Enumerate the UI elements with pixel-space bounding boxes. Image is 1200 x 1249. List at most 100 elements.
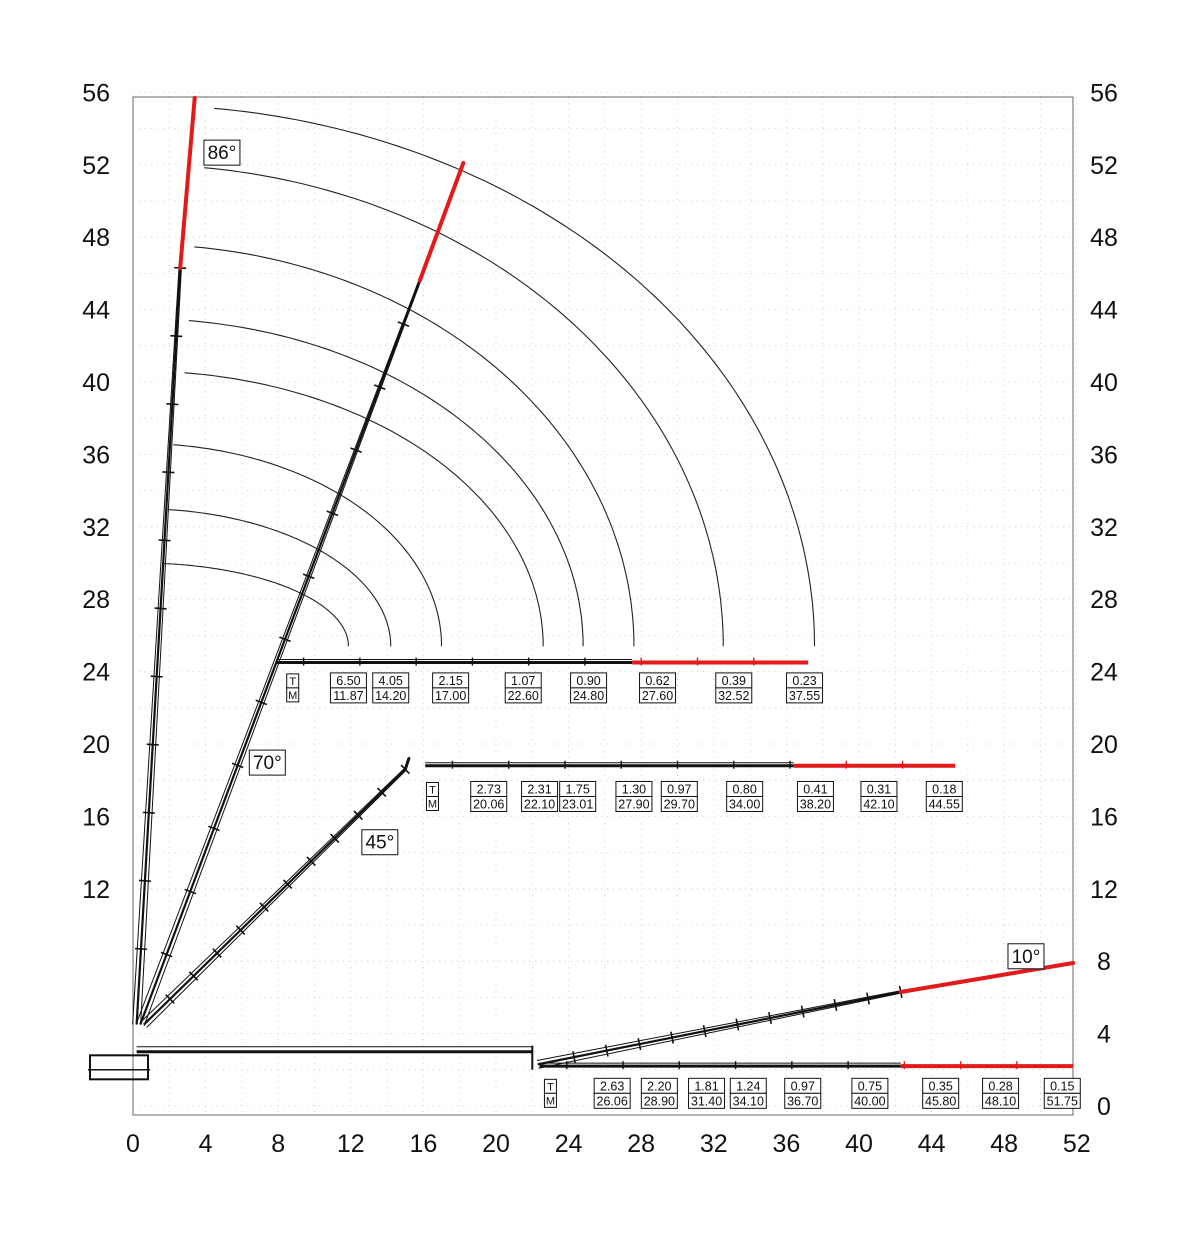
y-tick-label-left: 24 bbox=[82, 659, 110, 687]
crane-base bbox=[89, 1054, 149, 1081]
y-tick-label-left: 28 bbox=[82, 586, 110, 614]
y-tick-label-right: 36 bbox=[1090, 441, 1118, 469]
radius-value-box bbox=[639, 687, 677, 704]
angle-label: 86° bbox=[208, 143, 237, 164]
angle-label-box bbox=[1007, 943, 1045, 970]
load-value: 2.15 bbox=[438, 674, 462, 688]
radius-value: 27.60 bbox=[642, 689, 673, 703]
radius-value: 23.01 bbox=[562, 797, 593, 811]
load-value: 0.41 bbox=[803, 782, 827, 796]
reach-arc bbox=[214, 107, 816, 647]
y-tick-label-left: 32 bbox=[82, 514, 110, 542]
y-tick-label-right: 28 bbox=[1090, 586, 1118, 614]
boom-section-joint bbox=[326, 510, 339, 517]
boom-section-joint bbox=[170, 334, 183, 338]
boom-section-joint bbox=[150, 675, 163, 678]
radius-value-box bbox=[470, 795, 508, 812]
load-value: 0.62 bbox=[645, 674, 669, 688]
boom-section-joint bbox=[158, 539, 171, 542]
boom-section-joint bbox=[306, 856, 316, 867]
jib-extension bbox=[898, 961, 1076, 994]
boom-section-joint bbox=[833, 998, 838, 1012]
x-tick-label: 40 bbox=[845, 1130, 873, 1158]
y-tick-label-left: 44 bbox=[82, 297, 110, 325]
load-value: 2.73 bbox=[477, 782, 501, 796]
radius-value: 32.52 bbox=[718, 689, 749, 703]
y-tick-label-left: 48 bbox=[82, 224, 110, 252]
radius-value-box bbox=[925, 795, 963, 812]
boom-section-joint bbox=[165, 994, 175, 1004]
radius-value: 51.75 bbox=[1047, 1094, 1078, 1108]
radius-value-box bbox=[640, 1092, 678, 1109]
radius-value-box bbox=[593, 1092, 631, 1109]
tm-box-m bbox=[543, 1092, 557, 1108]
radius-value: 29.70 bbox=[664, 797, 695, 811]
radius-value-box bbox=[570, 687, 608, 704]
y-tick-label-right: 20 bbox=[1090, 731, 1118, 759]
load-value: 0.75 bbox=[858, 1079, 882, 1093]
boom-main-section bbox=[136, 323, 403, 1024]
reach-arc bbox=[173, 444, 443, 647]
boom-main-section bbox=[139, 323, 405, 1025]
tm-label-t: T bbox=[289, 676, 296, 688]
boom-main-section bbox=[140, 768, 405, 1023]
jib-extension bbox=[178, 95, 197, 270]
boom-main-section bbox=[143, 768, 407, 1026]
y-tick-label-left: 36 bbox=[82, 441, 110, 469]
angle-label: 45° bbox=[365, 833, 394, 854]
boom-section-joint bbox=[235, 925, 246, 935]
radius-value: 22.60 bbox=[508, 689, 539, 703]
boom-section-joint bbox=[142, 811, 155, 814]
boom-knuckle bbox=[403, 756, 411, 771]
radius-value: 34.00 bbox=[729, 797, 760, 811]
x-tick-label: 24 bbox=[555, 1130, 583, 1158]
boom-section-joint bbox=[162, 471, 175, 474]
boom-section-joint bbox=[800, 1005, 805, 1018]
angle-label: 10° bbox=[1012, 947, 1041, 968]
radius-value: 22.10 bbox=[524, 797, 555, 811]
radius-value-box bbox=[660, 795, 698, 812]
radius-value-box bbox=[860, 795, 898, 812]
reach-arc bbox=[194, 246, 635, 647]
x-tick-label: 0 bbox=[126, 1130, 140, 1158]
load-value: 0.28 bbox=[988, 1079, 1012, 1093]
radius-value: 45.80 bbox=[925, 1094, 956, 1108]
load-value: 6.50 bbox=[336, 674, 360, 688]
tm-label-t: T bbox=[429, 784, 436, 796]
y-tick-label-left: 52 bbox=[82, 152, 110, 180]
boom-main-section bbox=[536, 990, 901, 1061]
boom-section-joint bbox=[279, 636, 291, 643]
radius-value: 31.40 bbox=[691, 1094, 722, 1108]
angle-label: 70° bbox=[253, 753, 282, 774]
reach-arcs bbox=[163, 107, 816, 647]
x-tick-label: 16 bbox=[409, 1130, 437, 1158]
load-value: 0.97 bbox=[791, 1079, 815, 1093]
radius-value-box bbox=[982, 1092, 1020, 1109]
radius-value-box bbox=[784, 1092, 822, 1109]
load-value: 1.75 bbox=[566, 782, 590, 796]
boom-section-joint bbox=[154, 607, 167, 610]
boom-positions bbox=[88, 95, 1076, 1081]
x-tick-label: 20 bbox=[482, 1130, 510, 1158]
reach-arc bbox=[204, 167, 724, 647]
reach-arc bbox=[188, 320, 584, 647]
radius-value-box bbox=[329, 687, 367, 704]
load-value: 0.31 bbox=[867, 782, 891, 796]
y-tick-label-right: 24 bbox=[1090, 659, 1118, 687]
radius-value-box bbox=[922, 1092, 960, 1109]
boom-section-joint bbox=[702, 1025, 707, 1038]
y-tick-label-right: 16 bbox=[1090, 803, 1118, 831]
radius-value-box bbox=[715, 687, 753, 704]
boom-section-joint bbox=[302, 573, 315, 580]
boom-main-section bbox=[143, 324, 406, 1027]
y-tick-label-right: 40 bbox=[1090, 369, 1118, 397]
boom-section-joint bbox=[184, 888, 197, 895]
radius-value-box bbox=[786, 687, 824, 704]
radius-value-box bbox=[729, 1092, 767, 1109]
radius-value: 27.90 bbox=[618, 797, 649, 811]
radius-value: 44.55 bbox=[929, 797, 960, 811]
boom-section-joint bbox=[166, 403, 179, 406]
boom-section-joint bbox=[735, 1018, 740, 1031]
boom-main-section bbox=[146, 769, 407, 1028]
radius-value: 42.10 bbox=[863, 797, 894, 811]
